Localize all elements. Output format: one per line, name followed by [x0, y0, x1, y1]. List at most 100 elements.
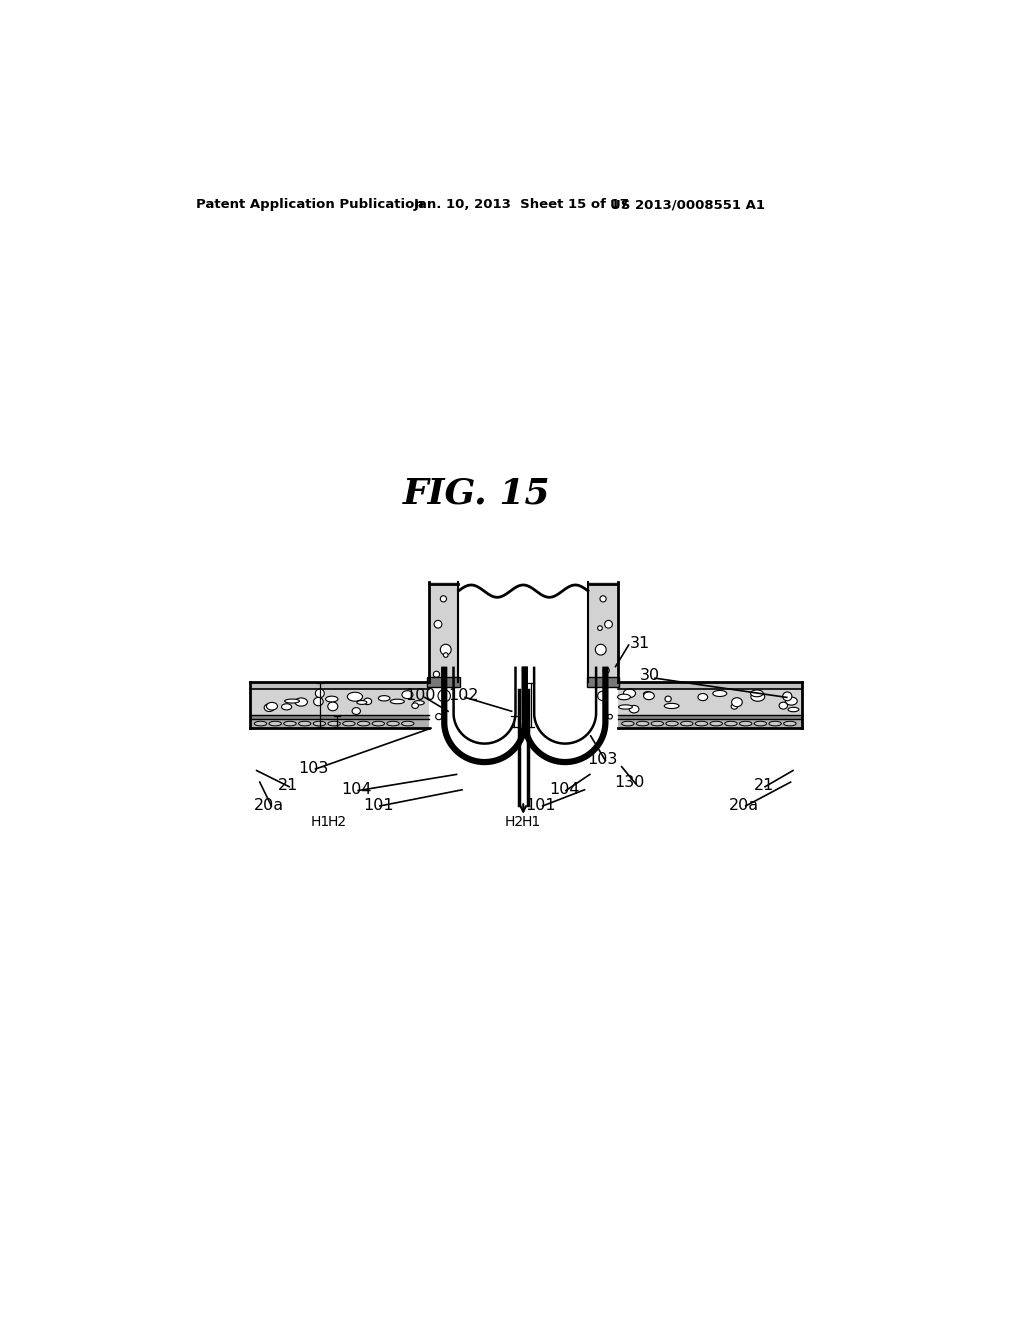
Ellipse shape — [326, 696, 338, 702]
Polygon shape — [251, 682, 429, 689]
Ellipse shape — [414, 701, 424, 705]
Text: Patent Application Publication: Patent Application Publication — [197, 198, 424, 211]
Ellipse shape — [731, 704, 737, 709]
Ellipse shape — [779, 702, 787, 709]
Polygon shape — [617, 682, 802, 689]
Circle shape — [434, 620, 442, 628]
Ellipse shape — [254, 721, 266, 726]
Text: Jan. 10, 2013  Sheet 15 of 17: Jan. 10, 2013 Sheet 15 of 17 — [414, 198, 629, 211]
Text: 20a: 20a — [729, 797, 759, 813]
Ellipse shape — [313, 697, 324, 706]
Text: 103: 103 — [588, 751, 617, 767]
Text: 101: 101 — [362, 797, 393, 813]
Ellipse shape — [356, 701, 367, 705]
Ellipse shape — [783, 721, 796, 726]
Ellipse shape — [390, 700, 404, 704]
Ellipse shape — [285, 700, 299, 704]
Circle shape — [443, 653, 449, 657]
Text: 101: 101 — [525, 797, 556, 813]
Ellipse shape — [713, 690, 727, 697]
Ellipse shape — [665, 704, 679, 709]
Circle shape — [607, 714, 612, 719]
Ellipse shape — [769, 721, 781, 726]
Text: 20a: 20a — [254, 797, 285, 813]
Ellipse shape — [295, 698, 307, 706]
Polygon shape — [617, 715, 802, 719]
Text: US 2013/0008551 A1: US 2013/0008551 A1 — [610, 198, 765, 211]
Text: 21: 21 — [755, 779, 774, 793]
Ellipse shape — [782, 692, 792, 701]
Ellipse shape — [651, 721, 664, 726]
Ellipse shape — [378, 696, 390, 701]
Circle shape — [604, 620, 612, 628]
Text: 21: 21 — [279, 779, 299, 793]
Ellipse shape — [299, 721, 311, 726]
Ellipse shape — [785, 697, 798, 705]
Ellipse shape — [731, 698, 742, 706]
Text: 104: 104 — [341, 783, 372, 797]
Ellipse shape — [401, 721, 414, 726]
Ellipse shape — [643, 692, 654, 700]
Ellipse shape — [751, 690, 763, 697]
Circle shape — [595, 644, 606, 655]
Ellipse shape — [624, 689, 636, 697]
Ellipse shape — [412, 704, 419, 709]
Ellipse shape — [681, 721, 693, 726]
Ellipse shape — [725, 721, 737, 726]
Circle shape — [600, 595, 606, 602]
Ellipse shape — [751, 692, 765, 701]
Text: 30: 30 — [640, 668, 659, 684]
Ellipse shape — [313, 721, 326, 726]
Text: H2: H2 — [328, 816, 347, 829]
Text: H2: H2 — [505, 816, 523, 829]
Ellipse shape — [264, 704, 274, 711]
Text: 102: 102 — [449, 688, 478, 704]
Polygon shape — [589, 582, 617, 682]
Ellipse shape — [401, 690, 413, 698]
Ellipse shape — [357, 721, 370, 726]
Polygon shape — [251, 682, 429, 729]
Ellipse shape — [666, 721, 678, 726]
Ellipse shape — [269, 721, 282, 726]
Polygon shape — [617, 682, 802, 729]
Ellipse shape — [343, 721, 355, 726]
Circle shape — [440, 644, 452, 655]
Ellipse shape — [347, 692, 362, 701]
Ellipse shape — [622, 721, 634, 726]
Ellipse shape — [328, 702, 338, 710]
Ellipse shape — [618, 705, 633, 709]
Ellipse shape — [665, 696, 672, 702]
Ellipse shape — [695, 721, 708, 726]
Polygon shape — [429, 582, 458, 682]
Circle shape — [598, 692, 607, 701]
Text: H1: H1 — [521, 816, 541, 829]
Ellipse shape — [629, 705, 639, 713]
Ellipse shape — [739, 721, 752, 726]
Ellipse shape — [328, 721, 340, 726]
Circle shape — [438, 690, 451, 702]
Circle shape — [435, 714, 442, 719]
Text: FIG. 15: FIG. 15 — [403, 477, 551, 511]
Ellipse shape — [315, 689, 325, 698]
Text: 130: 130 — [614, 775, 645, 789]
Ellipse shape — [372, 721, 385, 726]
Circle shape — [598, 626, 602, 631]
Ellipse shape — [755, 721, 767, 726]
Ellipse shape — [352, 708, 360, 714]
Polygon shape — [617, 719, 802, 729]
Ellipse shape — [364, 698, 372, 705]
Circle shape — [433, 671, 439, 677]
Text: H1: H1 — [310, 816, 330, 829]
Ellipse shape — [617, 694, 631, 700]
Circle shape — [603, 668, 609, 673]
Ellipse shape — [710, 721, 722, 726]
Ellipse shape — [636, 721, 649, 726]
Text: 104: 104 — [549, 783, 580, 797]
Polygon shape — [251, 715, 429, 719]
Ellipse shape — [698, 693, 708, 701]
Ellipse shape — [266, 702, 278, 710]
Ellipse shape — [643, 692, 652, 697]
Polygon shape — [251, 719, 429, 729]
Text: 100: 100 — [406, 688, 436, 704]
Ellipse shape — [284, 721, 296, 726]
